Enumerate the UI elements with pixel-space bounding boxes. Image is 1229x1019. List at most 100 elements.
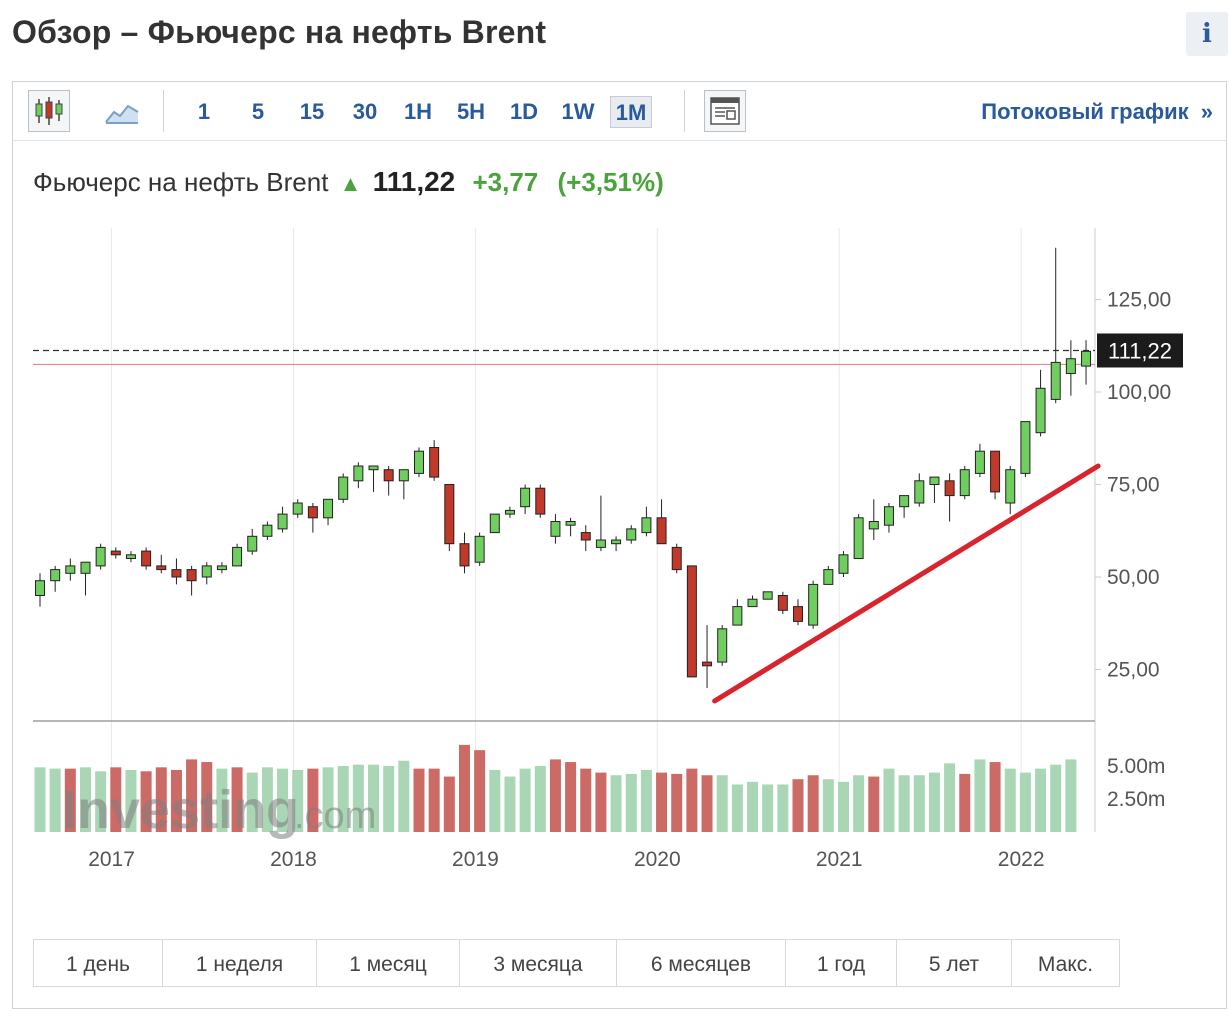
volume-bar: [398, 760, 410, 832]
range-1-day[interactable]: 1 день: [34, 940, 163, 986]
volume-bar: [1050, 764, 1062, 832]
candle-body: [914, 480, 925, 504]
candle-body: [595, 539, 606, 548]
candle-body: [444, 484, 455, 545]
volume-bar: [671, 773, 683, 832]
timeframe-1[interactable]: 1: [197, 99, 211, 124]
volume-bar: [458, 744, 470, 832]
candle-body: [1050, 361, 1061, 400]
volume-bar: [625, 773, 637, 832]
candle-body: [1065, 358, 1076, 375]
range-5-years[interactable]: 5 лет: [897, 940, 1012, 986]
toolbar-divider: [163, 90, 164, 132]
candle-body: [520, 487, 531, 508]
candle-body: [580, 532, 591, 541]
volume-bar: [1065, 759, 1077, 832]
volume-bar: [474, 750, 486, 832]
info-icon[interactable]: i: [1186, 12, 1228, 56]
volume-bar: [1004, 768, 1016, 832]
range-1-week[interactable]: 1 неделя: [163, 940, 317, 986]
candle-body: [611, 539, 622, 545]
range-1-month[interactable]: 1 месяц: [317, 940, 460, 986]
candle-body: [125, 554, 136, 559]
volume-bar: [807, 775, 819, 832]
streaming-chart-link[interactable]: Потоковый график »: [981, 99, 1213, 124]
candle-body: [95, 546, 106, 567]
candlestick-icon[interactable]: [28, 90, 70, 132]
volume-tick-label: 2.50m: [1107, 788, 1165, 811]
candle-body: [944, 480, 955, 497]
chart-toolbar: [12, 81, 1227, 141]
candle-body: [747, 598, 758, 608]
candle-body: [959, 469, 970, 497]
volume-bar: [762, 784, 774, 832]
candle-body: [504, 509, 515, 515]
instrument-name: Фьючерс на нефть Brent: [33, 167, 329, 197]
candle-body: [474, 535, 485, 563]
volume-bar: [352, 764, 364, 832]
range-1-year[interactable]: 1 год: [786, 940, 897, 986]
timeframe-1m[interactable]: 1M: [610, 96, 652, 128]
page-title: Обзор – Фьючерс на нефть Brent: [12, 14, 547, 50]
timeframe-1h[interactable]: 1H: [403, 99, 433, 124]
candle-body: [974, 450, 985, 474]
volume-tick-label: 5.00m: [1107, 755, 1165, 778]
candle-body: [762, 591, 773, 600]
candle-body: [459, 543, 470, 567]
candle-body: [656, 517, 667, 545]
candle-body: [626, 528, 637, 541]
volume-bar: [322, 767, 334, 832]
candle-body: [671, 546, 682, 571]
x-tick-label: 2017: [88, 848, 135, 871]
candle-body: [398, 469, 409, 482]
volume-bar: [686, 768, 698, 832]
last-price-badge-label: 111,22: [1108, 338, 1172, 363]
volume-bar: [792, 779, 804, 832]
volume-bar: [701, 775, 713, 832]
range-3-months[interactable]: 3 месяца: [460, 940, 617, 986]
candle-body: [868, 521, 879, 530]
timeframe-5[interactable]: 5: [251, 99, 265, 124]
volume-bar: [246, 772, 258, 832]
volume-bar: [216, 768, 228, 832]
volume-bar: [292, 769, 304, 832]
candle-body: [156, 565, 167, 571]
volume-bar: [944, 763, 956, 832]
candle-body: [1020, 421, 1031, 474]
volume-bar: [1035, 768, 1047, 832]
candle-body: [823, 569, 834, 585]
volume-bar: [656, 772, 668, 832]
candle-body: [35, 580, 45, 597]
volume-bar: [519, 768, 531, 832]
range-max[interactable]: Макс.: [1037, 953, 1094, 976]
volume-bar: [307, 768, 319, 832]
timeframe-15[interactable]: 15: [299, 99, 325, 124]
candle-body: [65, 565, 76, 574]
volume-bar: [489, 769, 501, 832]
up-arrow-icon: ▲: [339, 171, 362, 196]
candle-body: [414, 450, 424, 474]
candle-body: [353, 465, 364, 482]
candle-body: [232, 546, 243, 567]
watermark-brand: Investing: [62, 780, 299, 840]
volume-bar: [95, 771, 107, 832]
volume-bar: [822, 779, 834, 832]
candle-body: [793, 606, 803, 622]
candle-body: [777, 595, 788, 611]
candle-body: [80, 561, 91, 574]
range-6-months[interactable]: 6 месяцев: [617, 940, 786, 986]
candle-body: [1035, 387, 1046, 434]
candle-body: [186, 569, 197, 582]
timeframe-5h[interactable]: 5H: [456, 99, 486, 124]
timeframe-1w[interactable]: 1W: [561, 99, 595, 124]
timeframe-30[interactable]: 30: [352, 99, 378, 124]
area-chart-icon[interactable]: [104, 98, 140, 126]
volume-bar: [368, 764, 380, 832]
timeframe-1d[interactable]: 1D: [509, 99, 539, 124]
volume-bar: [716, 775, 728, 832]
x-tick-label: 2020: [634, 848, 681, 871]
x-tick-label: 2021: [816, 848, 863, 871]
document-layout-icon[interactable]: [704, 90, 746, 132]
candle-body: [641, 517, 652, 534]
price-tick-label: 125,00: [1107, 289, 1171, 312]
